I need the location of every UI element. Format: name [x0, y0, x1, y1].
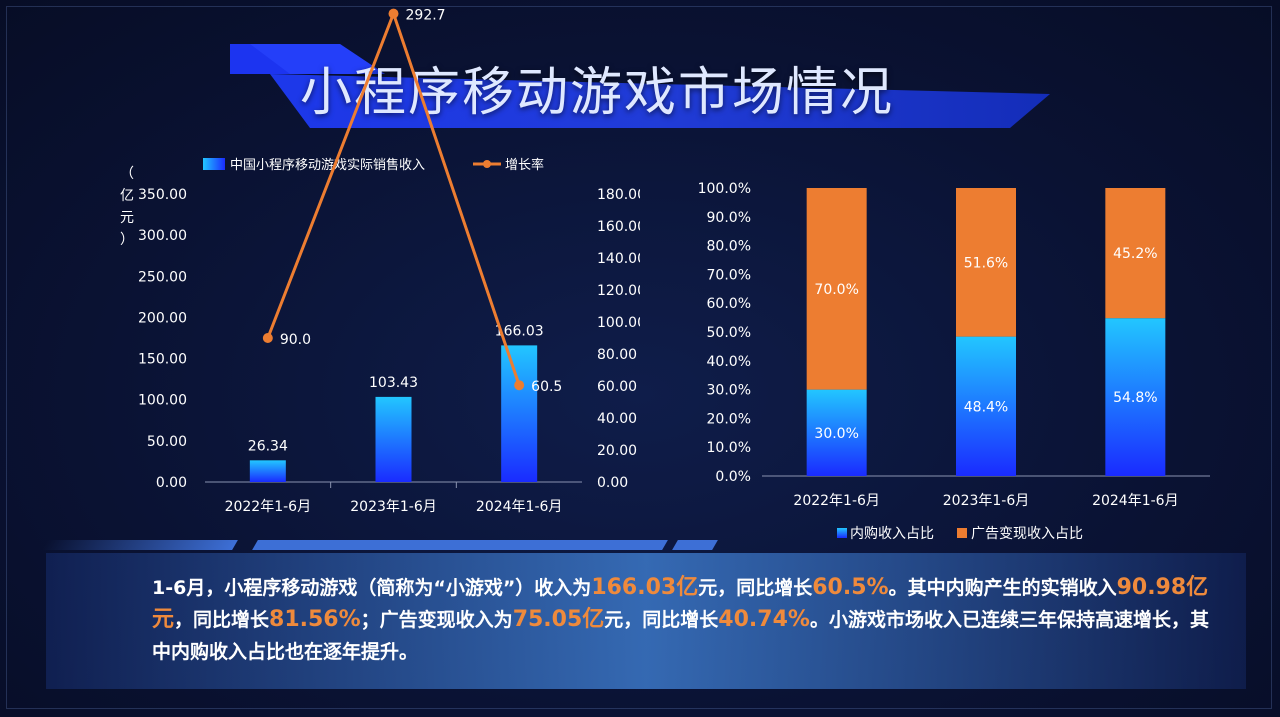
- growth-point: [262, 333, 273, 343]
- y-tick-label: 350.00: [138, 187, 187, 203]
- legend-line-marker: [483, 160, 491, 168]
- x-tick-label: 2024年1-6月: [476, 499, 563, 515]
- growth-point: [388, 8, 399, 19]
- desc-highlight: 90.98亿元: [152, 575, 1209, 632]
- desc-part: 1-6月，小程序移动游戏（简称为“小游戏”）收入为: [152, 577, 592, 599]
- combo-chart: 中国小程序移动游戏实际销售收入 增长率 （亿元） 0.00 50.00 100.00…: [120, 8, 640, 515]
- deco-bar-2: [252, 540, 668, 550]
- y-tick-label: 100.00: [138, 393, 187, 409]
- description-panel: [46, 553, 1246, 689]
- bar-data-label: 166.03: [495, 323, 544, 339]
- y2-tick-label: 100.00: [597, 315, 640, 331]
- deco-bar-3: [672, 540, 718, 550]
- page-title: 小程序移动游戏市场情况: [300, 63, 895, 123]
- y-tick-label: 0.00: [156, 475, 187, 491]
- y2-tick-label: 20.00: [597, 443, 637, 459]
- bar-data-label: 103.43: [369, 375, 418, 391]
- desc-part: 元，同比增长: [698, 577, 813, 599]
- y2-tick-label: 180.00: [597, 187, 640, 203]
- growth-point: [514, 380, 525, 391]
- desc-part: ，同比增长: [174, 609, 270, 631]
- bar: [249, 460, 286, 482]
- y-tick-label: 150.00: [138, 352, 187, 368]
- x-tick-label: 2022年1-6月: [225, 499, 312, 515]
- x-tick-label: 2023年1-6月: [350, 499, 437, 515]
- y-tick-label: 50.00: [147, 434, 187, 450]
- bar: [375, 396, 412, 482]
- bar: [501, 345, 538, 482]
- slide-frame: [6, 6, 1272, 709]
- title-band: [230, 44, 1050, 128]
- y2-tick-label: 160.00: [597, 219, 640, 235]
- y-tick-label: 200.00: [138, 310, 187, 326]
- y-axis-title: （亿元）: [120, 166, 134, 248]
- bar-data-label: 26.34: [248, 438, 288, 454]
- y2-tick-label: 0.00: [597, 475, 628, 491]
- desc-part: ；广告变现收入为: [360, 609, 513, 631]
- desc-part: 元，同比增长: [604, 609, 719, 631]
- y2-tick-label: 40.00: [597, 411, 637, 427]
- y2-tick-label: 120.00: [597, 283, 640, 299]
- growth-data-label: 90.0: [280, 332, 311, 348]
- y2-tick-label: 140.00: [597, 251, 640, 267]
- y-tick-label: 250.00: [138, 269, 187, 285]
- growth-data-label: 292.7: [406, 8, 446, 24]
- desc-highlight: 81.56%: [269, 607, 361, 632]
- desc-highlight: 60.5%: [812, 575, 889, 600]
- desc-highlight: 75.05亿: [512, 607, 605, 632]
- deco-bar-1: [42, 540, 238, 550]
- y2-tick-label: 80.00: [597, 347, 637, 363]
- legend-bar-swatch: [203, 158, 225, 170]
- desc-part: 。其中内购产生的实销收入: [888, 577, 1117, 599]
- desc-highlight: 166.03亿: [591, 575, 699, 600]
- description-text: 1-6月，小程序移动游戏（简称为“小游戏”）收入为166.03亿元，同比增长60…: [152, 572, 1212, 668]
- desc-part: 。小游戏市场收入已连续三年保持高速增长，其中内购收入占比也在逐年提升。: [152, 609, 1209, 663]
- legend-line-label: 增长率: [505, 157, 544, 173]
- y-tick-label: 300.00: [138, 228, 187, 244]
- growth-line: [266, 9, 521, 386]
- growth-data-label: 60.5: [531, 379, 562, 395]
- desc-highlight: 40.74%: [718, 607, 810, 632]
- y2-tick-label: 60.00: [597, 379, 637, 395]
- legend-bar-label: 中国小程序移动游戏实际销售收入: [230, 157, 425, 173]
